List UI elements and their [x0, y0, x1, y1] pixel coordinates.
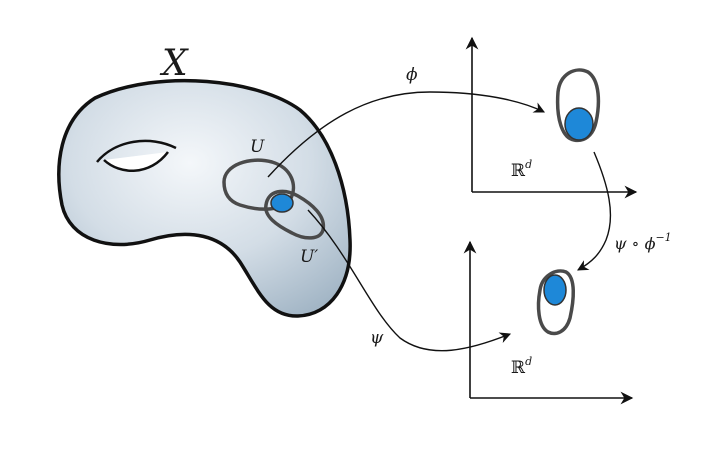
manifold-surface [57, 78, 352, 318]
phi-arrow [267, 91, 546, 178]
manifold-hole-top [96, 139, 177, 163]
top-space-label: ℝd [511, 158, 532, 181]
overlap-region [270, 193, 294, 213]
bottom-space-label: ℝd [511, 355, 532, 378]
phi-image-overlap [564, 107, 594, 141]
psi-image-overlap [543, 274, 567, 306]
psi-arrow [307, 209, 512, 352]
chart-u-label: U [250, 137, 265, 157]
manifold-hole-bottom [103, 151, 169, 172]
manifold-label: X [159, 43, 189, 84]
phi-image-region [555, 68, 601, 143]
chart-u-prime-label: U′ [300, 247, 318, 267]
transition-label: ψ ∘ ϕ−1 [614, 231, 672, 253]
psi-label: ψ [370, 328, 384, 348]
chart-u-prime-region [264, 189, 326, 240]
transition-arrow [577, 151, 612, 271]
psi-image-region [536, 269, 575, 336]
phi-label: ϕ [406, 65, 418, 85]
